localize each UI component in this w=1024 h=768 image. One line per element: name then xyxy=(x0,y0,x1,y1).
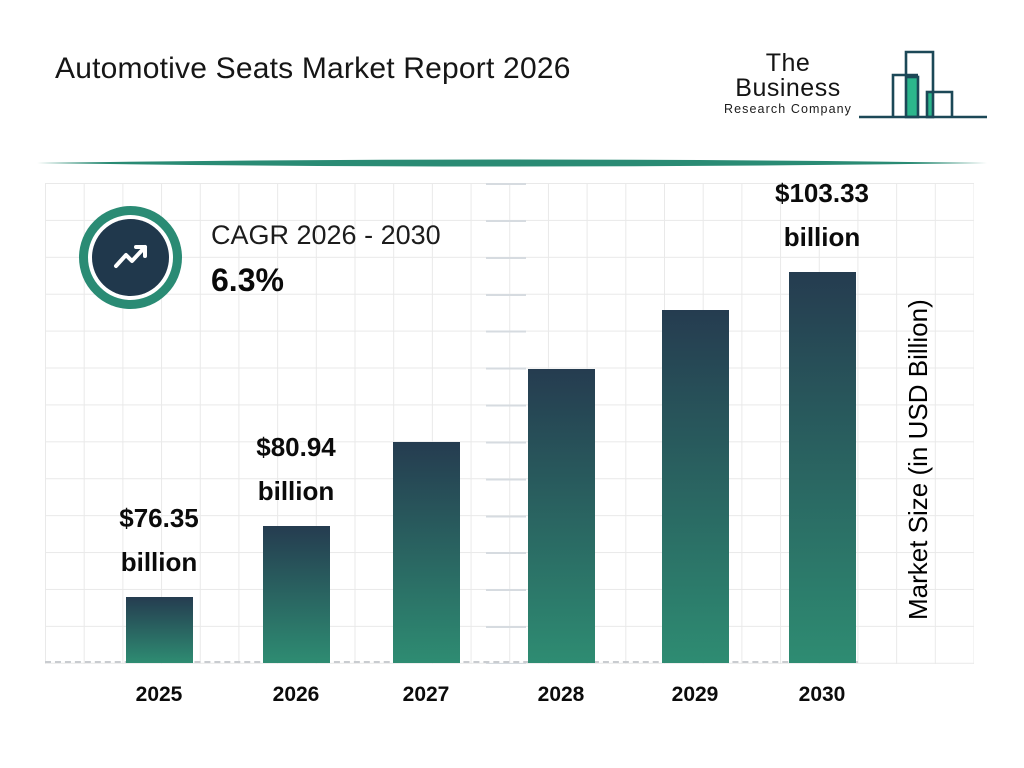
x-axis-label-2026: 2026 xyxy=(272,683,320,706)
x-axis-label-2027: 2027 xyxy=(402,683,450,706)
logo-name: The Business xyxy=(735,49,841,102)
x-axis-label-2030: 2030 xyxy=(798,683,846,706)
x-axis-label-2025: 2025 xyxy=(135,683,183,706)
page-title: Automotive Seats Market Report 2026 xyxy=(55,52,571,85)
logo-bars-icon xyxy=(859,50,987,119)
logo-text: The Business Research Company xyxy=(722,49,854,117)
trending-up-icon xyxy=(113,244,147,268)
cagr-period-label: CAGR 2026 - 2030 xyxy=(211,220,441,250)
y-axis-title: Market Size (in USD Billion) xyxy=(903,299,933,621)
x-axis-label-2028: 2028 xyxy=(537,683,585,706)
cagr-badge xyxy=(79,206,182,309)
logo-subtitle: Research Company xyxy=(723,102,853,116)
divider-line xyxy=(37,159,987,167)
cagr-badge-ring xyxy=(88,215,173,300)
company-logo: The Business Research Company xyxy=(722,42,990,122)
y-axis-ticks xyxy=(486,183,526,664)
x-axis-label-2029: 2029 xyxy=(671,683,719,706)
cagr-badge-inner xyxy=(92,219,169,296)
x-axis-baseline xyxy=(45,661,858,663)
cagr-value: 6.3% xyxy=(211,262,284,298)
